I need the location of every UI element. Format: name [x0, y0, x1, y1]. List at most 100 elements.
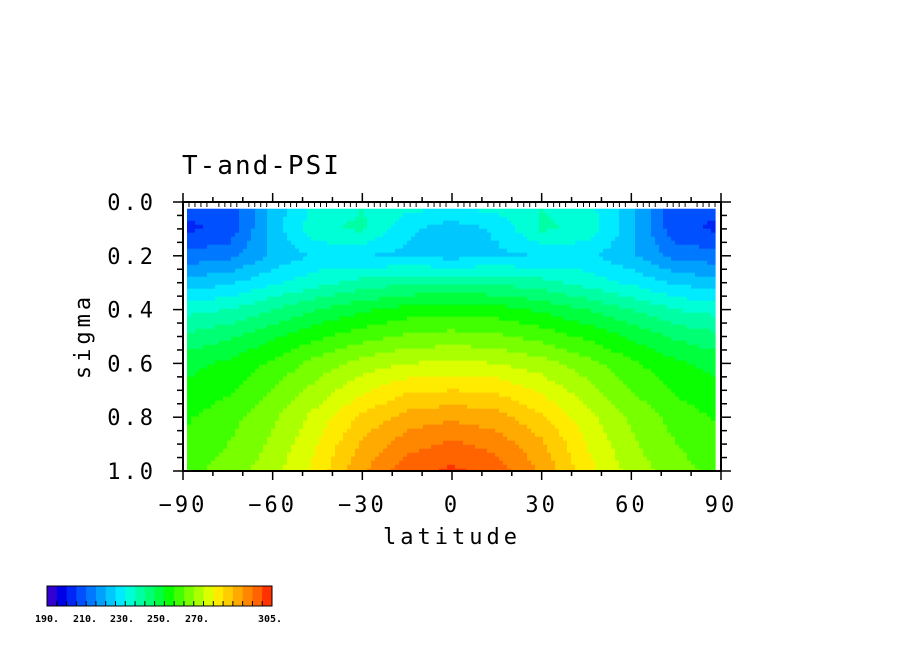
contour-cell: [427, 256, 432, 262]
contour-cell: [683, 288, 688, 294]
contour-cell: [255, 296, 260, 302]
contour-cell: [575, 344, 580, 350]
contour-cell: [683, 344, 688, 350]
contour-cell: [275, 256, 280, 262]
contour-cell: [707, 320, 712, 326]
contour-cell: [539, 312, 544, 318]
contour-cell: [455, 212, 460, 218]
contour-cell: [311, 216, 316, 222]
contour-cell: [391, 224, 396, 230]
contour-cell: [355, 252, 360, 258]
contour-cell: [579, 320, 584, 326]
contour-cell: [567, 264, 572, 270]
contour-cell: [527, 256, 532, 262]
contour-cell: [359, 348, 364, 354]
contour-cell: [211, 332, 216, 338]
contour-cell: [323, 208, 328, 214]
contour-cell: [307, 300, 312, 306]
contour-cell: [519, 340, 524, 346]
contour-cell: [639, 260, 644, 266]
contour-cell: [671, 248, 676, 254]
contour-cell: [287, 284, 292, 290]
contour-cell: [223, 348, 228, 354]
contour-cell: [447, 296, 452, 302]
contour-cell: [487, 348, 492, 354]
contour-cell: [659, 324, 664, 330]
contour-cell: [307, 328, 312, 334]
contour-cell: [239, 300, 244, 306]
contour-cell: [671, 296, 676, 302]
contour-cell: [227, 252, 232, 258]
contour-cell: [323, 280, 328, 286]
contour-cell: [319, 308, 324, 314]
contour-cell: [383, 356, 388, 362]
contour-cell: [559, 328, 564, 334]
contour-cell: [471, 208, 476, 214]
contour-cell: [515, 356, 520, 362]
contour-cell: [371, 320, 376, 326]
contour-cell: [675, 320, 680, 326]
contour-cell: [607, 288, 612, 294]
contour-cell: [231, 308, 236, 314]
contour-cell: [555, 268, 560, 274]
contour-cell: [207, 272, 212, 278]
contour-cell: [511, 348, 516, 354]
contour-cell: [267, 312, 272, 318]
contour-cell: [551, 232, 556, 238]
contour-cell: [187, 292, 192, 298]
contour-cell: [627, 244, 632, 250]
contour-cell: [463, 356, 468, 362]
contour-cell: [411, 284, 416, 290]
contour-cell: [255, 244, 260, 250]
contour-cell: [655, 316, 660, 322]
contour-cell: [347, 320, 352, 326]
contour-cell: [195, 328, 200, 334]
contour-cell: [251, 324, 256, 330]
contour-cell: [667, 324, 672, 330]
contour-cell: [495, 288, 500, 294]
contour-cell: [267, 352, 272, 358]
contour-cell: [447, 320, 452, 326]
contour-cell: [507, 308, 512, 314]
contour-cell: [595, 312, 600, 318]
contour-cell: [215, 276, 220, 282]
contour-cell: [351, 224, 356, 230]
contour-cell: [555, 208, 560, 214]
contour-cell: [375, 232, 380, 238]
contour-cell: [531, 296, 536, 302]
contour-cell: [559, 344, 564, 350]
contour-cell: [251, 268, 256, 274]
contour-cell: [235, 212, 240, 218]
contour-cell: [671, 220, 676, 226]
contour-cell: [503, 252, 508, 258]
contour-cell: [695, 228, 700, 234]
contour-cell: [579, 296, 584, 302]
contour-cell: [603, 212, 608, 218]
contour-cell: [555, 216, 560, 222]
contour-cell: [639, 232, 644, 238]
contour-cell: [443, 348, 448, 354]
contour-cell: [371, 280, 376, 286]
contour-cell: [311, 212, 316, 218]
contour-cell: [283, 228, 288, 234]
contour-cell: [583, 244, 588, 250]
contour-cell: [287, 216, 292, 222]
contour-cell: [411, 256, 416, 262]
contour-cell: [391, 352, 396, 358]
contour-cell: [687, 284, 692, 290]
contour-cell: [467, 340, 472, 346]
contour-cell: [455, 256, 460, 262]
contour-cell: [487, 304, 492, 310]
contour-cell: [191, 272, 196, 278]
contour-cell: [599, 308, 604, 314]
contour-cell: [539, 208, 544, 214]
contour-cell: [271, 336, 276, 342]
contour-cell: [687, 308, 692, 314]
contour-cell: [523, 280, 528, 286]
contour-cell: [551, 236, 556, 242]
contour-cell: [239, 288, 244, 294]
contour-cell: [647, 252, 652, 258]
contour-cell: [571, 264, 576, 270]
contour-cell: [479, 228, 484, 234]
contour-cell: [279, 312, 284, 318]
